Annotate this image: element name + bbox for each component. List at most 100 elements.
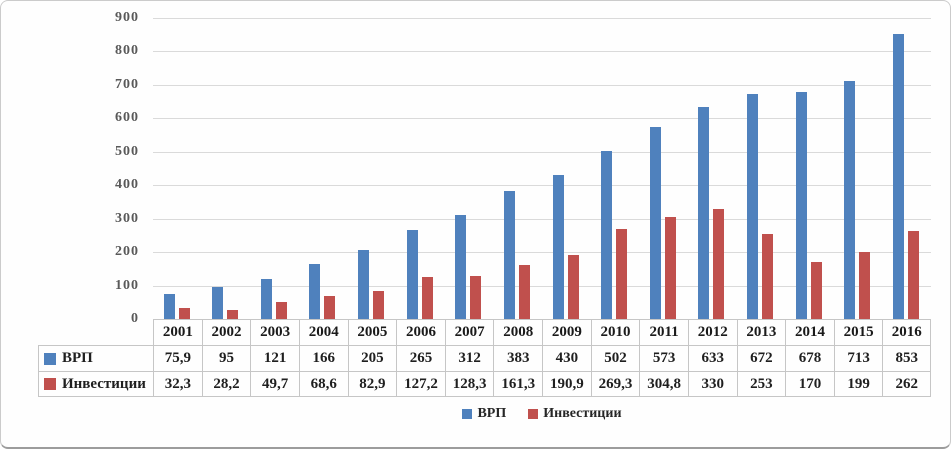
legend-label: Инвестиции [543,406,622,421]
value-cell: 32,3 [153,371,202,397]
value-cell: 121 [250,345,299,371]
year-header-cell: 2012 [687,319,737,345]
bar-ВРП-2004 [309,263,321,319]
y-axis-label: 800 [115,43,139,58]
y-axis-label: 0 [131,311,139,326]
value-cell: 75,9 [153,345,202,371]
chart-legend: ВРП Инвестиции [153,404,931,424]
value-cell: 205 [347,345,397,371]
value-cell: 190,9 [542,371,591,397]
value-cell: 95 [201,345,251,371]
series-label-cell: Инвестиции [38,371,153,397]
bar-ВРП-2003 [260,278,272,319]
year-header-cell: 2006 [396,319,445,345]
year-header-cell: 2004 [298,319,348,345]
bar-Инвестиции-2013 [762,234,773,319]
value-cell: 269,3 [590,371,640,397]
table-corner-cell [38,319,153,345]
y-axis-label: 500 [115,144,139,159]
series-label-cell: ВРП [38,345,153,371]
value-cell: 253 [736,371,786,397]
year-header-cell: 2014 [785,319,834,345]
blue-legend-swatch-icon [462,409,473,419]
gridline [153,185,931,186]
bar-Инвестиции-2012 [713,208,725,319]
year-header-cell: 2001 [153,319,202,345]
red-legend-swatch-icon [528,409,539,419]
bar-Инвестиции-2004 [324,296,336,319]
bar-Инвестиции-2011 [664,217,676,319]
year-header-cell: 2007 [444,319,494,345]
legend-key-Инвестиции [44,378,56,390]
legend-key-ВРП [44,352,56,365]
value-cell: 127,2 [396,371,445,397]
value-cell: 199 [833,371,883,397]
bar-ВРП-2013 [747,94,758,319]
gridline [153,286,931,287]
bar-Инвестиции-2015 [859,252,871,319]
bar-ВРП-2006 [406,230,418,319]
legend-item-Инвестиции: Инвестиции [528,406,622,422]
year-header-cell: 2016 [882,319,931,345]
year-header-cell: 2008 [493,319,542,345]
bar-ВРП-2016 [892,33,904,319]
gridline [153,51,931,52]
y-axis-label: 900 [115,10,139,25]
value-cell: 678 [785,345,834,371]
bar-ВРП-2002 [212,287,224,319]
value-cell: 128,3 [444,371,494,397]
y-axis-label: 200 [115,244,139,259]
bar-ВРП-2001 [163,293,175,319]
value-cell: 672 [736,345,786,371]
year-header-cell: 2013 [736,319,786,345]
bar-ВРП-2007 [455,214,467,319]
value-cell: 713 [833,345,883,371]
gridline [153,18,931,19]
y-axis-label: 700 [115,77,139,92]
bar-Инвестиции-2007 [470,276,482,319]
bar-ВРП-2010 [601,151,613,319]
value-cell: 265 [396,345,445,371]
value-cell: 383 [493,345,542,371]
bar-Инвестиции-2006 [421,276,433,319]
legend-item-ВРП: ВРП [462,406,506,422]
bar-Инвестиции-2005 [373,291,384,319]
y-axis-label: 600 [115,110,139,125]
bar-ВРП-2009 [552,175,564,319]
year-header-cell: 2010 [590,319,640,345]
value-cell: 82,9 [347,371,397,397]
year-header-cell: 2005 [347,319,397,345]
bar-Инвестиции-2014 [810,262,822,319]
year-header-cell: 2009 [542,319,591,345]
legend-label: ВРП [477,406,507,421]
value-cell: 161,3 [493,371,542,397]
bar-Инвестиции-2009 [567,255,579,319]
chart-data-table: 2001 2002 2003 2004 2005 2006 2007 2008 2009 2010… [38,319,931,397]
bar-ВРП-2011 [649,127,661,319]
bar-ВРП-2015 [844,80,856,319]
bar-Инвестиции-2003 [275,302,287,319]
value-cell: 28,2 [201,371,251,397]
bar-Инвестиции-2002 [227,309,239,319]
value-cell: 312 [444,345,494,371]
value-cell: 304,8 [639,371,688,397]
value-cell: 330 [687,371,737,397]
y-axis-label: 100 [115,278,139,293]
year-header-cell: 2011 [639,319,688,345]
gridline [153,252,931,253]
value-cell: 68,6 [298,371,348,397]
y-axis-label: 300 [115,211,139,226]
gridline [153,118,931,119]
bar-Инвестиции-2008 [518,265,530,319]
bar-ВРП-2008 [503,190,515,319]
bar-ВРП-2014 [795,92,807,319]
value-cell: 170 [785,371,834,397]
value-cell: 430 [542,345,591,371]
bar-Инвестиции-2001 [178,308,190,319]
series-name: ВРП [62,350,93,366]
gridline [153,219,931,220]
value-cell: 502 [590,345,640,371]
gridline [153,152,931,153]
bar-ВРП-2012 [698,107,710,319]
